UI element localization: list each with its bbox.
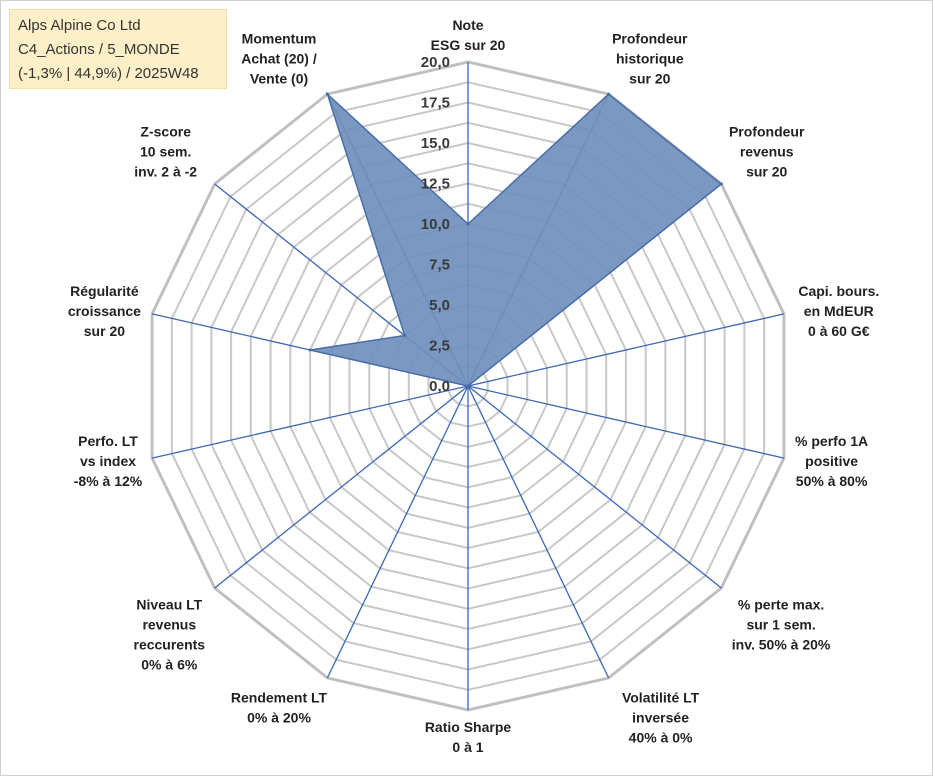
axis-label-line: 50% à 80% — [796, 473, 868, 489]
tick-label: 12,5 — [421, 176, 450, 193]
axis-label-line: Volatilité LT — [622, 690, 700, 706]
axis-label-line: sur 20 — [746, 164, 787, 180]
axis-labels: Note ESG sur 20 Profondeur historique sur 20… — [68, 17, 879, 755]
data-point — [466, 222, 470, 226]
axis-label-line: Profondeur — [729, 124, 805, 140]
tick-label: 5,0 — [429, 297, 450, 314]
title-box: Alps Alpine Co Ltd C4_Actions / 5_MONDE … — [9, 9, 227, 89]
axis-label-line: 0% à 6% — [141, 657, 198, 673]
axis-label-line: inv. 50% à 20% — [732, 637, 831, 653]
axis-label: Profondeur historique sur 20 — [612, 30, 688, 86]
tick-label: 17,5 — [421, 95, 450, 112]
axis-label-line: 40% à 0% — [629, 730, 693, 746]
axis-label-line: ESG sur 20 — [431, 37, 506, 53]
axis-label-line: 0 à 60 G€ — [808, 323, 870, 339]
axis-label-line: positive — [805, 453, 858, 469]
axis-label: Niveau LT revenus reccurents 0% à 6% — [134, 597, 206, 673]
axis-spoke — [467, 385, 722, 589]
tick-label: 15,0 — [421, 135, 450, 152]
axis-label-line: revenus — [740, 144, 794, 160]
axis-label-line: vs index — [80, 453, 136, 469]
axis-label-line: Niveau LT — [136, 597, 202, 613]
axis-label-line: -8% à 12% — [74, 473, 143, 489]
data-area-layer — [308, 91, 723, 388]
axis-label-line: Ratio Sharpe — [425, 719, 512, 735]
axis-label: Z-score 10 sem. inv. 2 à -2 — [134, 124, 197, 180]
axis-spoke — [151, 385, 469, 459]
axis-label-line: inv. 2 à -2 — [134, 164, 197, 180]
axis-label-line: sur 20 — [629, 70, 670, 86]
data-point — [325, 92, 329, 96]
axis-label-line: historique — [616, 50, 684, 66]
axis-label-line: 0 à 1 — [452, 739, 483, 755]
axis-label: Régularité croissance sur 20 — [68, 283, 141, 339]
company-name: Alps Alpine Co Ltd — [18, 17, 141, 34]
axis-label-line: Z-score — [140, 124, 191, 140]
axis-label: Capi. bours. en MdEUR 0 à 60 G€ — [798, 283, 879, 339]
tick-label: 7,5 — [429, 257, 450, 274]
axis-label-line: 0% à 20% — [247, 710, 311, 726]
axis-spoke — [467, 385, 785, 459]
category-line: C4_Actions / 5_MONDE — [18, 41, 180, 58]
axis-label-line: Note — [452, 17, 483, 33]
axis-label-line: Perfo. LT — [78, 433, 138, 449]
axis-label-line: Régularité — [70, 283, 139, 299]
axis-label: Rendement LT 0% à 20% — [231, 690, 328, 726]
axis-spoke — [467, 313, 785, 387]
axis-spoke — [326, 385, 469, 679]
axis-label-line: croissance — [68, 303, 141, 319]
axis-label: Ratio Sharpe 0 à 1 — [425, 719, 512, 755]
tick-label: 10,0 — [421, 216, 450, 233]
axis-label: % perfo 1A positive 50% à 80% — [795, 433, 868, 489]
axis-label-line: reccurents — [134, 637, 206, 653]
axis-label: Note ESG sur 20 — [431, 17, 506, 53]
axis-label-line: % perfo 1A — [795, 433, 868, 449]
axis-label-line: sur 1 sem. — [746, 617, 815, 633]
axis-label-line: Capi. bours. — [798, 283, 879, 299]
axis-label-line: sur 20 — [84, 323, 125, 339]
axis-label: % perte max. sur 1 sem. inv. 50% à 20% — [732, 597, 831, 653]
performance-line: (-1,3% | 44,9%) / 2025W48 — [18, 65, 199, 82]
axis-label-line: 10 sem. — [140, 144, 191, 160]
data-point — [466, 384, 470, 388]
data-point — [308, 348, 312, 352]
axis-label: Profondeur revenus sur 20 — [729, 124, 805, 180]
axis-spoke — [467, 385, 610, 679]
axis-label-line: Rendement LT — [231, 690, 328, 706]
tick-label: 20,0 — [421, 54, 450, 71]
data-point — [607, 92, 611, 96]
data-point — [719, 182, 723, 186]
axis-spoke — [214, 385, 469, 589]
axis-label: Volatilité LT inversée 40% à 0% — [622, 690, 700, 746]
axis-label-line: revenus — [142, 617, 196, 633]
axis-label-line: inversée — [632, 710, 689, 726]
axis-label: Momentum Achat (20) / Vente (0) — [241, 30, 317, 86]
data-point — [403, 334, 407, 337]
axis-label-line: Vente (0) — [250, 70, 308, 86]
tick-label: 2,5 — [429, 338, 450, 355]
axis-label-line: Profondeur — [612, 30, 688, 46]
tick-labels: 0,0 2,5 5,0 7,5 10,0 12,5 15,0 17,5 20,0 — [421, 54, 450, 395]
axis-label-line: en MdEUR — [804, 303, 874, 319]
axis-label-line: % perte max. — [738, 597, 824, 613]
tick-label: 0,0 — [429, 378, 450, 395]
data-area — [309, 91, 723, 387]
axis-label-line: Momentum — [242, 30, 317, 46]
axis-label-line: Achat (20) / — [241, 50, 317, 66]
axis-label: Perfo. LT vs index -8% à 12% — [74, 433, 143, 489]
